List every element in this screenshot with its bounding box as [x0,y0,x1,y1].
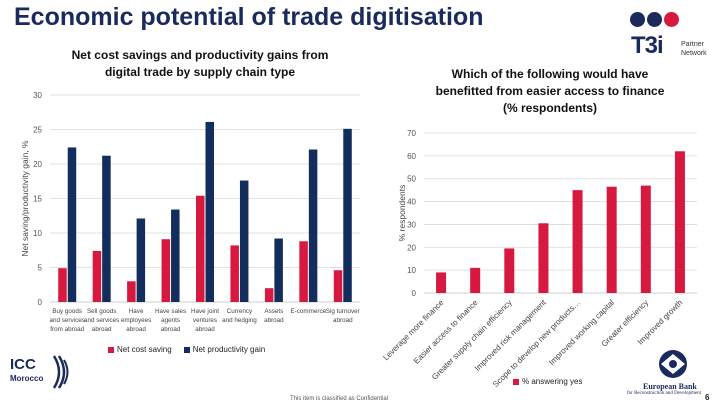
chart1-bar-net-cost-saving [196,195,205,302]
chart1-legend: Net cost saving Net productivity gain [108,345,277,354]
chart1-ytick-label: 5 [38,264,43,273]
legend-swatch-answering-yes [513,378,519,385]
slide-title: Economic potential of trade digitisation [14,3,484,31]
chart1-ytick-label: 10 [33,229,42,238]
chart2-bar-answering-yes [504,248,515,293]
chart1-y-axis-label: Net saving/productivity gain, % [20,140,30,257]
t3i-logo: T3i Partner Network [630,12,712,72]
chart1-bar-net-cost-saving [161,239,171,302]
confidential-footer: This item is classified as Confidential [290,396,389,402]
legend-label-net-productivity-gain: Net productivity gain [192,345,266,354]
chart2-ytick-label: 20 [407,243,416,252]
legend-label-net-cost-saving: Net cost saving [117,345,172,354]
chart2-bar-answering-yes [436,272,447,293]
legend-swatch-net-productivity-gain [183,346,190,353]
chart2-category-label: Improved working capital [547,298,616,367]
chart1-bar-net-productivity-gain [102,155,111,302]
chart1-bar-net-cost-saving [333,270,343,302]
t3i-subtitle: Partner Network [681,40,707,58]
chart1-title-line1: Net cost savings and productivity gains … [71,48,329,62]
chart1-category-label: Have employees abroad [121,308,151,333]
chart1-bar-net-productivity-gain [171,209,180,302]
t3i-wordmark: T3i [631,32,664,59]
chart1-title: Net cost savings and productivity gains … [40,47,360,81]
icc-morocco-logo: ICC Morocco [8,352,70,392]
chart2-category-label: Easier access to finance [412,298,480,366]
chart2-bar-answering-yes [674,151,685,293]
chart1-bar-net-cost-saving [127,281,136,302]
chart1-category-label: Buy goods and services from abroad [50,308,85,333]
chart2-title-line2: benefitted from easier access to finance [435,84,665,98]
legend-item-net-cost-saving: Net cost saving [108,345,172,354]
chart1-bar-net-productivity-gain [308,149,318,302]
chart2-ytick-label: 40 [407,198,416,207]
chart2-ytick-label: 70 [407,129,416,138]
chart1-ytick-label: 0 [38,298,43,307]
t3i-dot-3 [664,12,679,27]
page-number: 6 [705,393,710,402]
chart1-ytick-label: 20 [33,160,42,169]
chart2-bar-answering-yes [606,186,617,293]
chart2-bar-answering-yes [470,267,481,293]
chart1-bar-net-cost-saving [230,245,239,302]
ebrd-name: European Bank [643,382,697,391]
legend-label-answering-yes: % answering yes [522,377,583,386]
chart2-ytick-label: 30 [407,220,416,229]
chart1-bar-net-cost-saving [92,250,102,302]
chart1-category-label: E-commerce [290,308,326,315]
chart1-bar-net-cost-saving [58,268,67,302]
ebrd-subname: for Reconstruction and Development [627,391,702,396]
chart1-category-label: Have sales agents abroad [155,308,186,333]
chart2-title: Which of the following would have benefi… [410,66,690,117]
chart1-bar-net-productivity-gain [274,238,283,302]
legend-item-answering-yes: % answering yes [513,377,582,386]
chart1-category-label: Have joint ventures abroad [191,308,219,333]
chart2-ytick-label: 10 [407,266,416,275]
chart1-bar-net-productivity-gain [67,147,77,302]
chart2-bar-answering-yes [572,190,583,293]
chart2-bar-answering-yes [538,223,549,293]
chart2-title-line3: (% respondents) [502,101,597,115]
chart2-legend: % answering yes [513,377,594,386]
chart1-bar-net-productivity-gain [136,218,146,302]
chart1-category-label: Sig turnover abroad [326,308,360,324]
ebrd-emblem-icon [659,350,687,378]
chart1-ytick-label: 25 [33,126,42,135]
chart2-ytick-label: 0 [412,289,417,298]
legend-item-net-productivity-gain: Net productivity gain [183,345,266,354]
chart2-y-axis-label: % respondents [397,185,407,242]
chart2-category-label: Leverage more finance [381,298,446,363]
chart2-bar-answering-yes [640,185,651,293]
chart1-title-line2: digital trade by supply chain type [104,65,296,79]
chart1-bar-net-cost-saving [299,241,308,302]
icc-subtitle: Morocco [10,374,44,383]
chart2-title-line1: Which of the following would have [451,67,649,81]
chart1-category-label: Assets abroad [264,308,284,324]
icc-arc-icon [52,355,69,389]
t3i-sub-line2: Network [681,50,707,57]
chart1-bar-net-cost-saving [264,288,274,302]
t3i-sub-line1: Partner [681,41,704,48]
chart1-ytick-label: 15 [33,195,42,204]
chart2-ytick-label: 60 [407,152,416,161]
chart1-category-label: Sell goods and services abroad [84,308,119,333]
chart2-ytick-label: 50 [407,175,416,184]
chart1-bar-net-productivity-gain [239,180,249,302]
t3i-dot-2 [647,12,662,27]
ebrd-logo: European Bank for Reconstruction and Dev… [625,348,720,398]
chart1-ytick-label: 30 [33,91,42,100]
icc-wordmark: ICC [10,356,36,373]
legend-swatch-net-cost-saving [108,346,114,353]
t3i-dot-1 [630,12,645,27]
chart1-bar-net-productivity-gain [343,128,352,302]
chart1-bar-net-productivity-gain [205,121,214,302]
chart1-category-label: Currency and hedging [222,308,257,324]
